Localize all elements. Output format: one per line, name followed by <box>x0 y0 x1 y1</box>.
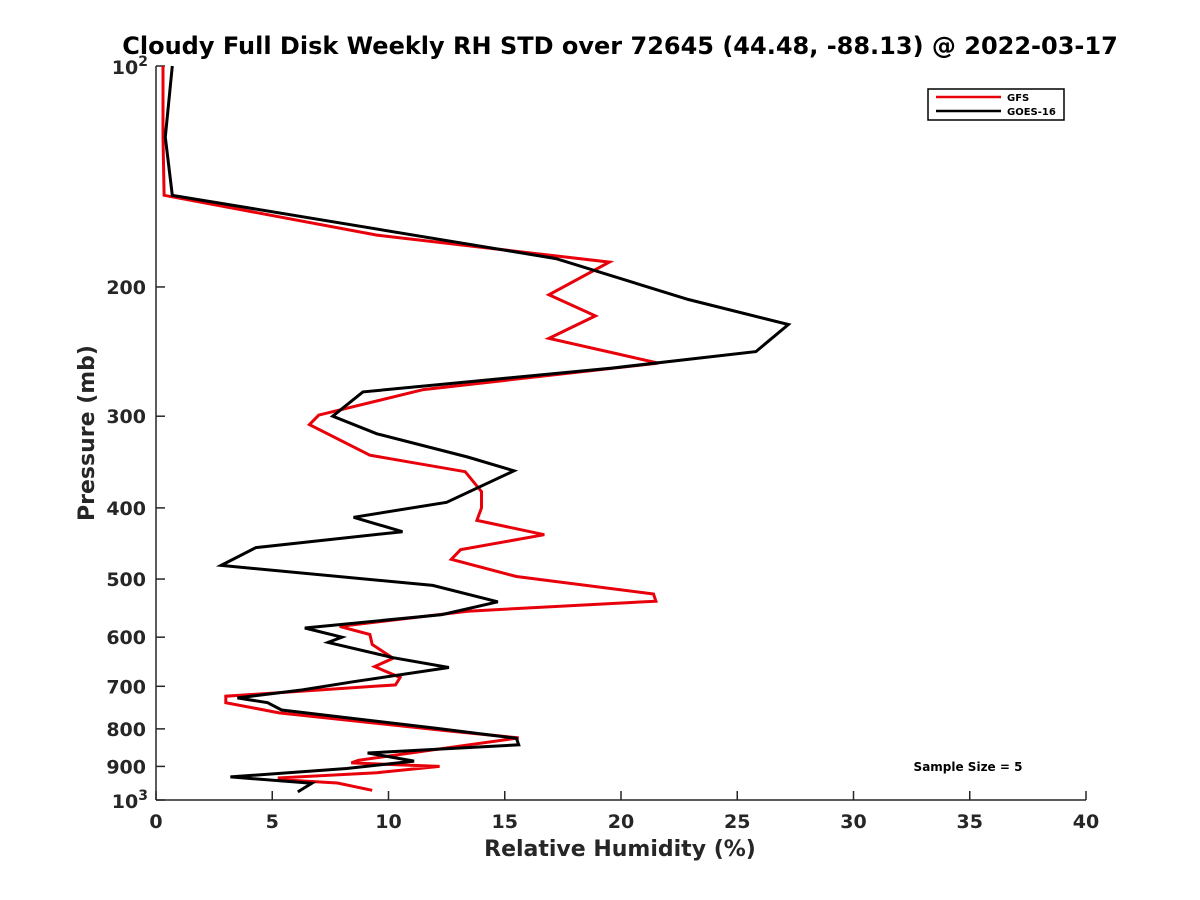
x-tick-label: 5 <box>266 811 279 833</box>
series-lines <box>161 65 792 794</box>
chart-title: Cloudy Full Disk Weekly RH STD over 7264… <box>122 32 1118 60</box>
x-tick-label: 25 <box>724 811 750 833</box>
y-tick-label: 300 <box>106 406 146 428</box>
y-tick-label: 200 <box>106 277 146 299</box>
y-axis-label: Pressure (mb) <box>75 345 100 521</box>
x-tick-label: 15 <box>492 811 518 833</box>
legend: GFS GOES-16 <box>927 88 1065 121</box>
y-tick-label: 400 <box>106 498 146 520</box>
x-tick-label: 20 <box>608 811 634 833</box>
y-tick-label: 600 <box>106 627 146 649</box>
x-axis-label: Relative Humidity (%) <box>484 837 756 862</box>
x-tick-label: 35 <box>957 811 983 833</box>
y-tick-label-exp: 103 <box>112 788 148 813</box>
x-tick-label: 0 <box>149 811 162 833</box>
y-tick-label: 700 <box>106 676 146 698</box>
series-line-goes-16 <box>163 65 792 794</box>
sample-size-annotation: Sample Size = 5 <box>914 760 1023 774</box>
series-line-gfs <box>161 66 659 792</box>
y-tick-label: 900 <box>106 756 146 778</box>
y-tick-label-exp: 102 <box>112 54 148 79</box>
y-tick-label: 500 <box>106 569 146 591</box>
legend-label-gfs: GFS <box>1007 93 1029 104</box>
y-tick-label: 800 <box>106 719 146 741</box>
x-tick-label: 40 <box>1073 811 1099 833</box>
x-tick-label: 30 <box>840 811 866 833</box>
x-tick-label: 10 <box>375 811 401 833</box>
x-axis-ticks: 0 5 10 15 20 25 30 35 40 <box>149 791 1099 833</box>
y-axis-ticks: 200 300 400 500 600 700 800 900 102 103 <box>106 54 165 813</box>
legend-box <box>927 88 1065 121</box>
legend-label-goes-16: GOES-16 <box>1007 107 1056 118</box>
